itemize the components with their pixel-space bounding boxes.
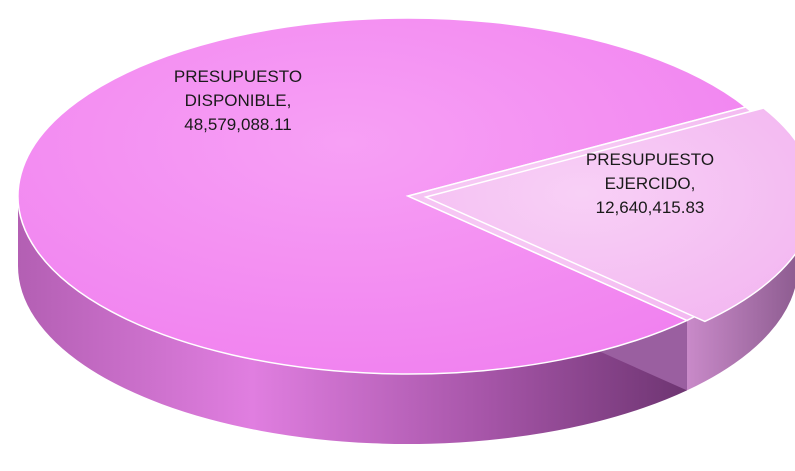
pie-labels: PRESUPUESTO DISPONIBLE, 48,579,088.11PRESU…: [174, 67, 714, 217]
data-label-line: 12,640,415.83: [596, 198, 705, 217]
data-label-line: PRESUPUESTO: [174, 67, 302, 86]
slice-ejercido-exploded: [423, 107, 795, 323]
data-label-line: 48,579,088.11: [184, 115, 291, 134]
data-label-line: EJERCIDO,: [605, 174, 696, 193]
data-label-line: PRESUPUESTO: [586, 150, 714, 169]
slice-side-ejercido: [686, 217, 795, 391]
slice-disponible: [17, 17, 748, 375]
pie-tops: [17, 17, 795, 375]
slice-side-disponible: [18, 196, 687, 445]
data-label-line: DISPONIBLE,: [185, 91, 292, 110]
data-label-ejercido: PRESUPUESTO EJERCIDO, 12,640,415.83: [586, 150, 714, 217]
data-label-disponible: PRESUPUESTO DISPONIBLE, 48,579,088.11: [174, 67, 302, 134]
